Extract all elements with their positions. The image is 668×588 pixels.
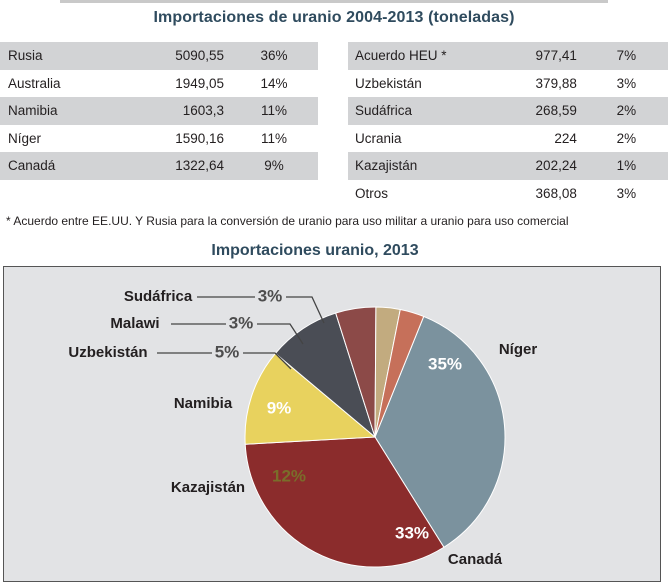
- table-row: Acuerdo HEU * 977,41 7%: [348, 42, 668, 70]
- table-row: Rusia 5090,55 36%: [0, 42, 318, 70]
- tonnes-cell: 1322,64: [152, 152, 225, 180]
- slice-name-label: Uzbekistán: [68, 344, 147, 361]
- slice-name-label: Canadá: [448, 551, 503, 568]
- slice-name-label: Malawi: [110, 315, 159, 332]
- chart-title: Importaciones uranio, 2013: [211, 242, 419, 259]
- leader-line: [257, 323, 304, 345]
- tonnes-cell: 202,24: [491, 152, 577, 180]
- pie-slice-níger: [374, 315, 506, 548]
- country-cell: Namibia: [0, 97, 153, 125]
- tonnes-cell: 379,88: [535, 75, 577, 91]
- slice-value-label: 12%: [272, 466, 306, 485]
- tonnes-cell: 1949,05: [175, 75, 225, 91]
- top-rule: [60, 0, 608, 3]
- table-row: Níger 1590,16 11%: [0, 125, 318, 153]
- tonnes-cell: 268,59: [491, 97, 577, 125]
- table-row: Namibia 1603,3 11%: [0, 97, 318, 125]
- country-cell: Otros: [355, 185, 389, 201]
- percent-cell: 7%: [576, 42, 668, 70]
- country-cell: Uzbekistán: [355, 75, 422, 91]
- country-cell: Australia: [8, 75, 61, 91]
- country-cell: Ucrania: [355, 130, 402, 146]
- slice-value-label: 33%: [395, 523, 429, 542]
- percent-cell: 2%: [616, 130, 637, 146]
- table-row: Canadá 1322,64 9%: [0, 152, 318, 180]
- table-row: Australia 1949,05 14%: [0, 70, 318, 98]
- percent-cell: 36%: [224, 42, 318, 70]
- table-row: Kazajistán 202,24 1%: [348, 152, 668, 180]
- slice-name-label: Kazajistán: [171, 479, 245, 496]
- table-row: Sudáfrica 268,59 2%: [348, 97, 668, 125]
- tonnes-cell: 977,41: [491, 42, 577, 70]
- pie-slice-canadá: [244, 436, 445, 568]
- percent-cell: 11%: [261, 130, 288, 146]
- percent-cell: 14%: [260, 75, 288, 91]
- tonnes-cell: 1603,3: [152, 97, 225, 125]
- leader-line: [286, 296, 325, 324]
- leader-line: [243, 352, 292, 370]
- percent-cell: 1%: [576, 152, 668, 180]
- percent-cell: 9%: [224, 152, 318, 180]
- tonnes-cell: 1590,16: [175, 130, 225, 146]
- percent-cell: 3%: [616, 75, 637, 91]
- table-row: Uzbekistán 379,88 3%: [348, 70, 668, 98]
- slice-value-label: 35%: [428, 354, 462, 373]
- slice-name-label: Namibia: [174, 395, 233, 412]
- percent-cell: 2%: [576, 97, 668, 125]
- slice-value-label: 3%: [258, 286, 283, 305]
- pie-slice-kazajistán: [244, 352, 377, 445]
- slice-value-label: 9%: [267, 398, 292, 417]
- footnote: * Acuerdo entre EE.UU. Y Rusia para la c…: [6, 214, 569, 228]
- table-title: Importaciones de uranio 2004-2013 (tonel…: [153, 9, 515, 26]
- country-cell: Acuerdo HEU *: [348, 42, 492, 70]
- tonnes-cell: 368,08: [535, 185, 577, 201]
- country-cell: Sudáfrica: [348, 97, 492, 125]
- tonnes-cell: 5090,55: [152, 42, 225, 70]
- pie-slice-sudáfrica: [374, 308, 425, 438]
- country-cell: Rusia: [0, 42, 153, 70]
- percent-cell: 3%: [616, 185, 637, 201]
- table-right: Acuerdo HEU * 977,41 7% Uzbekistán 379,88 3% S…: [348, 42, 668, 207]
- table-left: Rusia 5090,55 36% Australia 1949,05 14% Namibi…: [0, 42, 318, 180]
- country-cell: Canadá: [0, 152, 153, 180]
- percent-cell: 11%: [224, 97, 318, 125]
- slice-name-label: Sudáfrica: [124, 288, 193, 305]
- tonnes-cell: 224: [554, 130, 577, 146]
- country-cell: Níger: [8, 130, 42, 146]
- table-row: Ucrania 224 2%: [348, 125, 668, 153]
- slice-name-label: Níger: [499, 341, 538, 358]
- slice-value-label: 3%: [229, 313, 254, 332]
- country-cell: Kazajistán: [348, 152, 492, 180]
- slice-value-label: 5%: [215, 342, 240, 361]
- table-row: Otros 368,08 3%: [348, 180, 668, 208]
